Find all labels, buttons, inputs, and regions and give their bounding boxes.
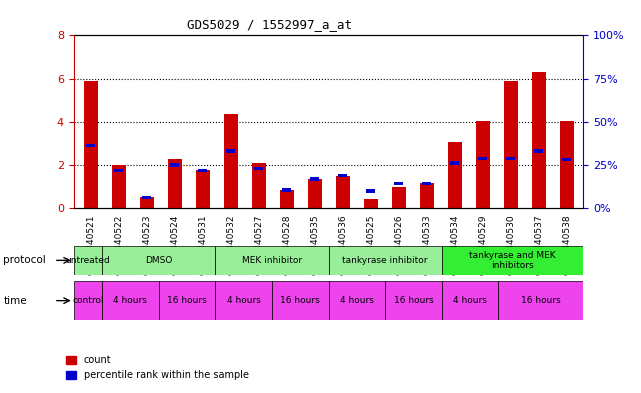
Text: 4 hours: 4 hours (113, 296, 147, 305)
Bar (392, 187, 406, 208)
Bar (562, 158, 571, 161)
Bar (272, 281, 329, 320)
Text: control: control (72, 296, 104, 305)
Bar (83, 81, 97, 208)
Text: MEK inhibitor: MEK inhibitor (242, 256, 302, 265)
Bar (159, 281, 215, 320)
Bar (198, 169, 207, 172)
Text: 4 hours: 4 hours (227, 296, 260, 305)
Bar (335, 176, 349, 208)
Bar (385, 281, 442, 320)
Bar (167, 159, 181, 208)
Bar (74, 246, 102, 275)
Bar (329, 246, 442, 275)
Text: tankyrase inhibitor: tankyrase inhibitor (342, 256, 428, 265)
Bar (363, 198, 378, 208)
Bar (450, 161, 459, 165)
Text: 4 hours: 4 hours (340, 296, 374, 305)
Bar (560, 121, 574, 208)
Text: 16 hours: 16 hours (521, 296, 561, 305)
Bar (499, 281, 583, 320)
Bar (102, 246, 215, 275)
Bar (504, 81, 517, 208)
Bar (142, 196, 151, 199)
Bar (308, 179, 322, 208)
Bar (282, 188, 291, 191)
Text: tankyrase and MEK
inhibitors: tankyrase and MEK inhibitors (469, 251, 556, 270)
Bar (478, 157, 487, 160)
Text: 16 hours: 16 hours (167, 296, 207, 305)
Bar (366, 189, 375, 193)
Bar (422, 182, 431, 185)
Bar (74, 281, 102, 320)
Text: 16 hours: 16 hours (394, 296, 433, 305)
Bar (447, 142, 462, 208)
Bar (506, 157, 515, 160)
Bar (140, 197, 153, 208)
Bar (534, 149, 543, 152)
Bar (442, 281, 499, 320)
Bar (196, 171, 210, 208)
Text: protocol: protocol (3, 255, 46, 265)
Bar (329, 281, 385, 320)
Bar (394, 182, 403, 185)
Bar (102, 281, 159, 320)
Bar (215, 281, 272, 320)
Bar (279, 190, 294, 208)
Text: DMSO: DMSO (145, 256, 172, 265)
Text: untreated: untreated (65, 256, 110, 265)
Bar (254, 167, 263, 170)
Text: 16 hours: 16 hours (280, 296, 320, 305)
Bar (310, 178, 319, 181)
Legend: count, percentile rank within the sample: count, percentile rank within the sample (63, 352, 253, 384)
Bar (86, 144, 95, 147)
Bar (442, 246, 583, 275)
Bar (224, 114, 238, 208)
Bar (226, 149, 235, 152)
Bar (338, 174, 347, 178)
Text: time: time (3, 296, 27, 306)
Bar (419, 184, 433, 208)
Bar (531, 72, 545, 208)
Bar (170, 163, 179, 167)
Text: GDS5029 / 1552997_a_at: GDS5029 / 1552997_a_at (187, 18, 352, 31)
Bar (215, 246, 329, 275)
Bar (114, 169, 123, 172)
Bar (476, 121, 490, 208)
Text: 4 hours: 4 hours (453, 296, 487, 305)
Bar (112, 165, 126, 208)
Bar (251, 163, 265, 208)
